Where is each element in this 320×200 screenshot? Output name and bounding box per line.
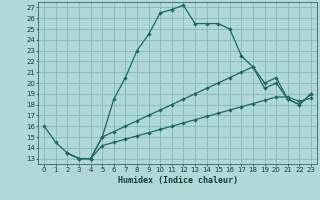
X-axis label: Humidex (Indice chaleur): Humidex (Indice chaleur) <box>118 176 238 185</box>
